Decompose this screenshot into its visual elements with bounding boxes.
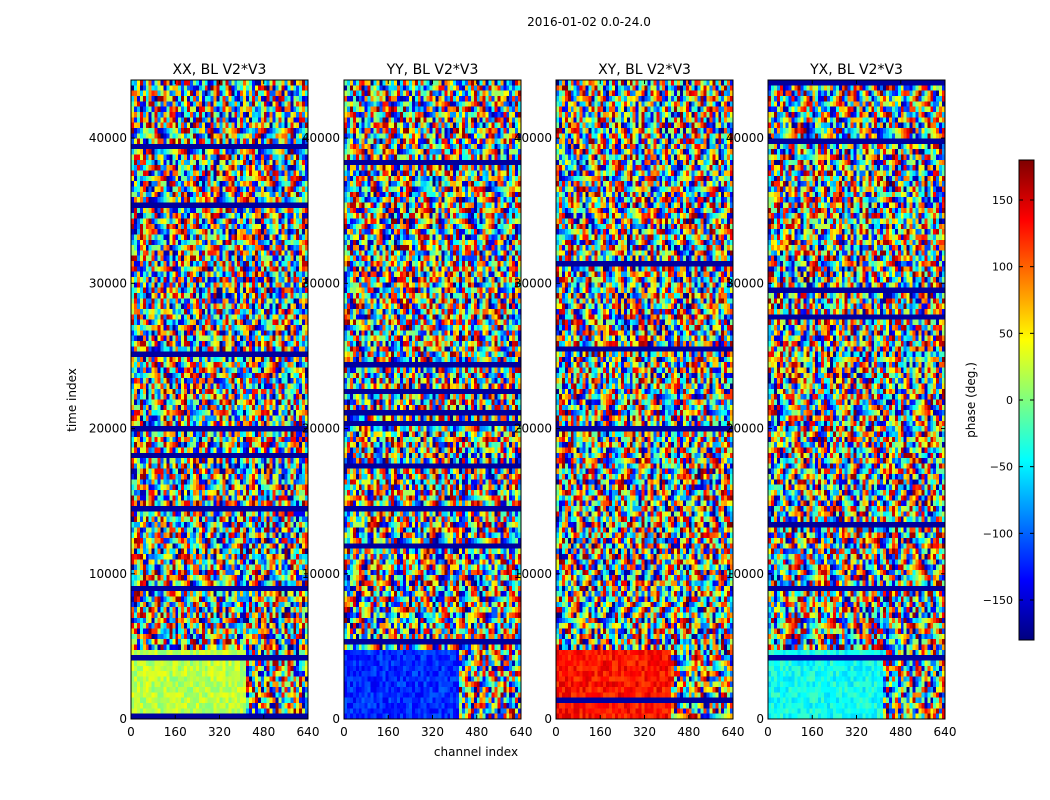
- x-tick-label: 480: [465, 725, 488, 739]
- x-tick-label: 640: [722, 725, 745, 739]
- colorbar-tick-label: −150: [983, 594, 1013, 607]
- y-tick-label: 40000: [726, 131, 764, 145]
- y-tick-label: 10000: [514, 567, 552, 581]
- y-tick-label: 40000: [514, 131, 552, 145]
- y-tick-label: 20000: [726, 422, 764, 436]
- x-tick-label: 480: [889, 725, 912, 739]
- x-tick-label: 480: [677, 725, 700, 739]
- x-tick-label: 320: [421, 725, 444, 739]
- phase-heatmap-image: [556, 80, 733, 719]
- x-tick-label: 0: [340, 725, 348, 739]
- y-tick-label: 30000: [302, 276, 340, 290]
- figure-suptitle: 2016-01-02 0.0-24.0: [527, 15, 651, 29]
- x-tick-label: 640: [510, 725, 533, 739]
- x-tick-label: 320: [845, 725, 868, 739]
- colorbar-tick-label: 150: [992, 194, 1013, 207]
- panel-title: XY, BL V2*V3: [598, 62, 691, 78]
- x-tick-label: 160: [589, 725, 612, 739]
- colorbar: −150 −100 −50 0 50 100 150: [983, 159, 1035, 641]
- x-tick-label: 160: [801, 725, 824, 739]
- heatmap-panel: YX, BL V2*V3 0 160 320 480 640 0 10000 20000 3000…: [726, 62, 957, 739]
- heatmap-panel: YY, BL V2*V3 0 160 320 480 640 0 10000 20000 3000…: [302, 62, 533, 739]
- panel-title: YY, BL V2*V3: [386, 62, 479, 78]
- y-tick-label: 10000: [89, 567, 127, 581]
- x-tick-label: 480: [252, 725, 275, 739]
- colorbar-tick-label: 50: [999, 327, 1013, 340]
- panel-title: YX, BL V2*V3: [809, 62, 903, 78]
- heatmap-panel: XY, BL V2*V3 0 160 320 480 640 0 10000 20000 3000…: [514, 62, 745, 739]
- y-tick-label: 20000: [514, 422, 552, 436]
- y-tick-label: 20000: [302, 422, 340, 436]
- x-tick-label: 0: [552, 725, 560, 739]
- colorbar-tick-label: −100: [983, 527, 1013, 540]
- y-tick-label: 30000: [89, 276, 127, 290]
- phase-heatmap-image: [344, 80, 521, 719]
- panel-title: XX, BL V2*V3: [173, 62, 267, 78]
- y-tick-label: 0: [119, 712, 127, 726]
- y-tick-label: 40000: [302, 131, 340, 145]
- y-tick-label: 10000: [726, 567, 764, 581]
- y-tick-label: 0: [756, 712, 764, 726]
- x-tick-label: 0: [764, 725, 772, 739]
- x-tick-label: 0: [127, 725, 135, 739]
- x-tick-label: 320: [633, 725, 656, 739]
- y-tick-label: 40000: [89, 131, 127, 145]
- x-axis-label: channel index: [434, 745, 518, 759]
- x-tick-label: 640: [297, 725, 320, 739]
- phase-heatmap-image: [131, 80, 308, 719]
- x-tick-label: 160: [377, 725, 400, 739]
- heatmap-panel: XX, BL V2*V3 0 160 320 480 640 0 10000 20000 3000…: [89, 62, 320, 739]
- y-tick-label: 30000: [514, 276, 552, 290]
- phase-heatmap-image: [768, 80, 945, 719]
- y-tick-label: 30000: [726, 276, 764, 290]
- colorbar-tick-label: −50: [990, 461, 1013, 474]
- colorbar-tick-label: 100: [992, 261, 1013, 274]
- y-tick-label: 0: [544, 712, 552, 726]
- y-tick-label: 20000: [89, 422, 127, 436]
- y-tick-label: 10000: [302, 567, 340, 581]
- colorbar-label: phase (deg.): [964, 362, 978, 438]
- y-tick-label: 0: [332, 712, 340, 726]
- panels: XX, BL V2*V3 0 160 320 480 640 0 10000 20000 3000…: [89, 62, 957, 739]
- x-tick-label: 160: [164, 725, 187, 739]
- x-tick-label: 320: [208, 725, 231, 739]
- y-axis-label: time index: [65, 368, 79, 432]
- x-tick-label: 640: [934, 725, 957, 739]
- colorbar-tick-label: 0: [1006, 394, 1013, 407]
